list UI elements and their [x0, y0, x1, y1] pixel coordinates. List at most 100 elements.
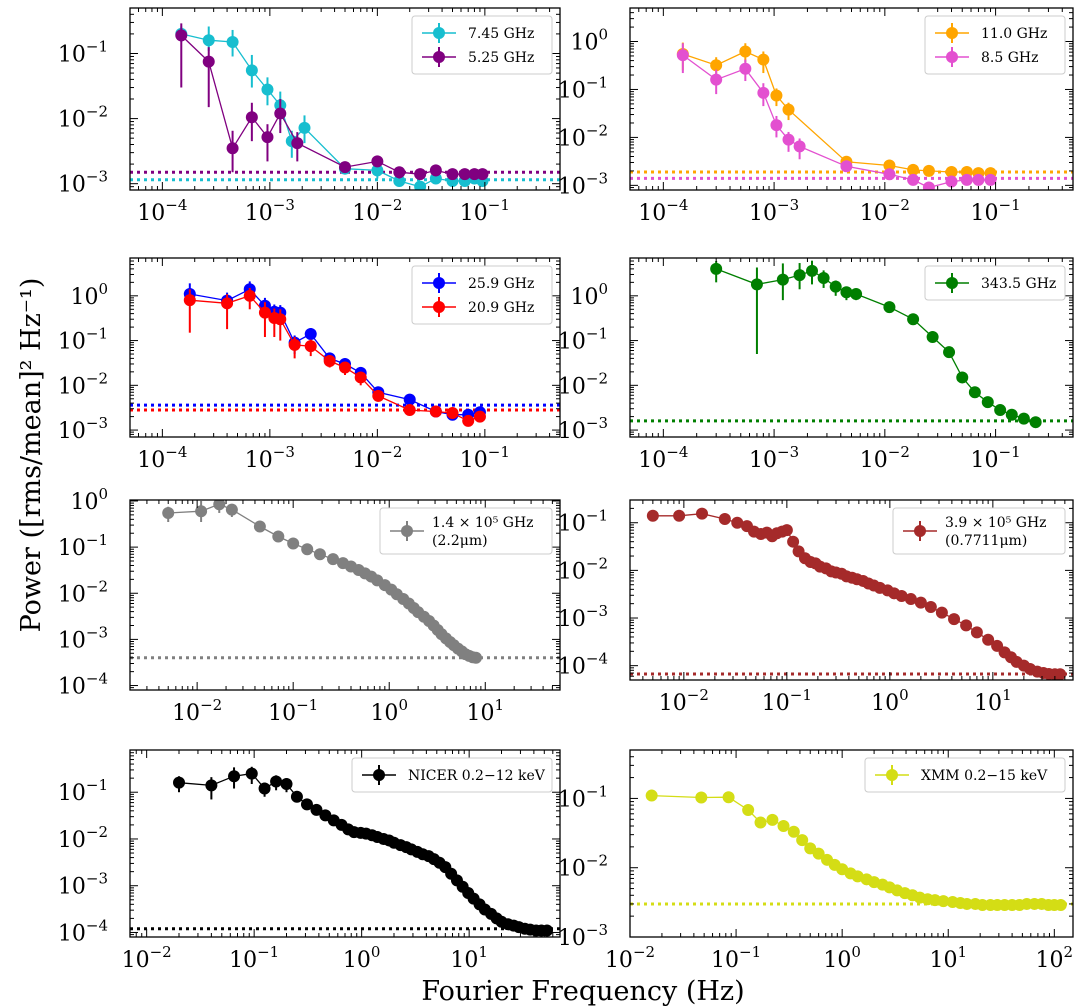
x-tick-label: 102: [1036, 943, 1074, 973]
data-point: [414, 168, 427, 181]
data-point: [883, 301, 896, 314]
legend-label: (2.2μm): [432, 533, 488, 549]
legend-box: [411, 15, 553, 75]
legend-label: XMM 0.2−15 keV: [921, 768, 1048, 784]
x-axis-title: Fourier Frequency (Hz): [421, 976, 744, 1007]
data-point: [782, 133, 795, 146]
chart-panel-2: 10−4 10−3 10−2 10−1 10−3 10−2 10−1 100 11.0 GHz 8…: [558, 7, 1074, 226]
x-tick-label: 10−4: [638, 443, 688, 473]
data-point: [1005, 408, 1018, 421]
data-point: [258, 306, 271, 319]
data-point: [970, 626, 983, 639]
data-point: [458, 168, 471, 181]
data-point: [676, 49, 689, 62]
data-point: [403, 404, 416, 417]
data-point: [770, 119, 783, 132]
data-point: [968, 386, 981, 399]
x-tick-label: 10−2: [172, 696, 222, 726]
x-tick-label: 100: [871, 686, 909, 716]
y-tick-label: 10−2: [58, 103, 108, 133]
data-point: [245, 767, 258, 780]
data-point: [777, 820, 790, 833]
data-point: [313, 548, 326, 561]
data-point: [960, 173, 973, 186]
legend-box: [351, 757, 553, 793]
y-tick-label: 10−3: [558, 921, 608, 951]
y-tick-label: 10−1: [58, 531, 108, 561]
data-point: [541, 924, 554, 937]
y-tick-label: 10−4: [558, 650, 608, 680]
legend-box: [924, 15, 1066, 75]
data-point: [922, 181, 935, 190]
data-point: [739, 45, 752, 58]
data-point: [372, 389, 385, 402]
legend-label: 20.9 GHz: [468, 300, 534, 316]
data-point: [245, 111, 258, 124]
data-point: [754, 816, 767, 829]
y-tick-label: 10−1: [58, 325, 108, 355]
plot-area: [630, 507, 1073, 680]
data-point: [226, 36, 239, 49]
data-point: [883, 159, 896, 172]
data-point: [225, 503, 238, 516]
data-point: [718, 512, 731, 525]
data-point: [943, 346, 956, 359]
data-point: [935, 606, 948, 619]
data-point: [984, 173, 997, 186]
data-point: [287, 537, 300, 550]
data-point: [793, 140, 806, 153]
data-point: [960, 619, 973, 632]
plot-area: [630, 42, 1073, 190]
data-point: [371, 164, 384, 177]
data-point: [904, 593, 917, 606]
y-tick-label: 10−2: [58, 823, 108, 853]
data-point: [945, 175, 958, 188]
data-point: [1054, 668, 1067, 680]
data-point: [796, 834, 809, 847]
series-line: [682, 54, 991, 189]
data-point: [766, 813, 779, 826]
data-point: [221, 297, 234, 310]
data-point: [994, 404, 1007, 417]
data-point: [780, 524, 793, 537]
x-tick-label: 10−2: [860, 443, 910, 473]
plot-area: [630, 260, 1073, 429]
y-tick-label: 10−3: [58, 414, 108, 444]
x-tick-label: 10−2: [352, 196, 402, 226]
data-point: [476, 168, 489, 181]
legend: 3.9 × 10⁵ GHz (0.7711μm): [892, 507, 1066, 555]
data-point: [205, 779, 218, 792]
data-point: [742, 804, 755, 817]
data-point: [323, 354, 336, 367]
y-tick-label: 100: [70, 280, 108, 310]
x-tick-label: 10−2: [122, 943, 172, 973]
plot-area: [130, 766, 560, 937]
data-point: [270, 775, 283, 788]
data-point: [776, 273, 789, 286]
data-point: [304, 328, 317, 341]
data-point: [228, 770, 241, 783]
data-point: [787, 535, 800, 548]
data-point: [960, 897, 973, 910]
x-tick-label: 10−4: [137, 196, 187, 226]
data-point: [202, 55, 215, 68]
y-tick-label: 10−3: [558, 169, 608, 199]
legend: 25.9 GHz 20.9 GHz: [411, 265, 553, 325]
data-point: [162, 506, 175, 519]
series-line: [180, 34, 483, 175]
data-point: [850, 287, 863, 300]
legend-box: [379, 507, 553, 555]
data-point: [327, 553, 340, 566]
data-point: [782, 103, 795, 116]
data-point: [429, 164, 442, 177]
data-point: [202, 34, 215, 47]
y-tick-label: 10−1: [558, 325, 608, 355]
chart-panel-5: 10−2 10−1 100 101 10−4 10−3 10−2 10−1 100 1.4 × 1…: [58, 485, 561, 726]
legend: 343.5 GHz: [924, 265, 1066, 301]
legend-label: NICER 0.2−12 keV: [408, 768, 546, 784]
data-point: [710, 262, 723, 275]
data-point: [948, 613, 961, 626]
y-tick-label: 10−2: [558, 852, 608, 882]
x-tick-label: 101: [466, 696, 504, 726]
